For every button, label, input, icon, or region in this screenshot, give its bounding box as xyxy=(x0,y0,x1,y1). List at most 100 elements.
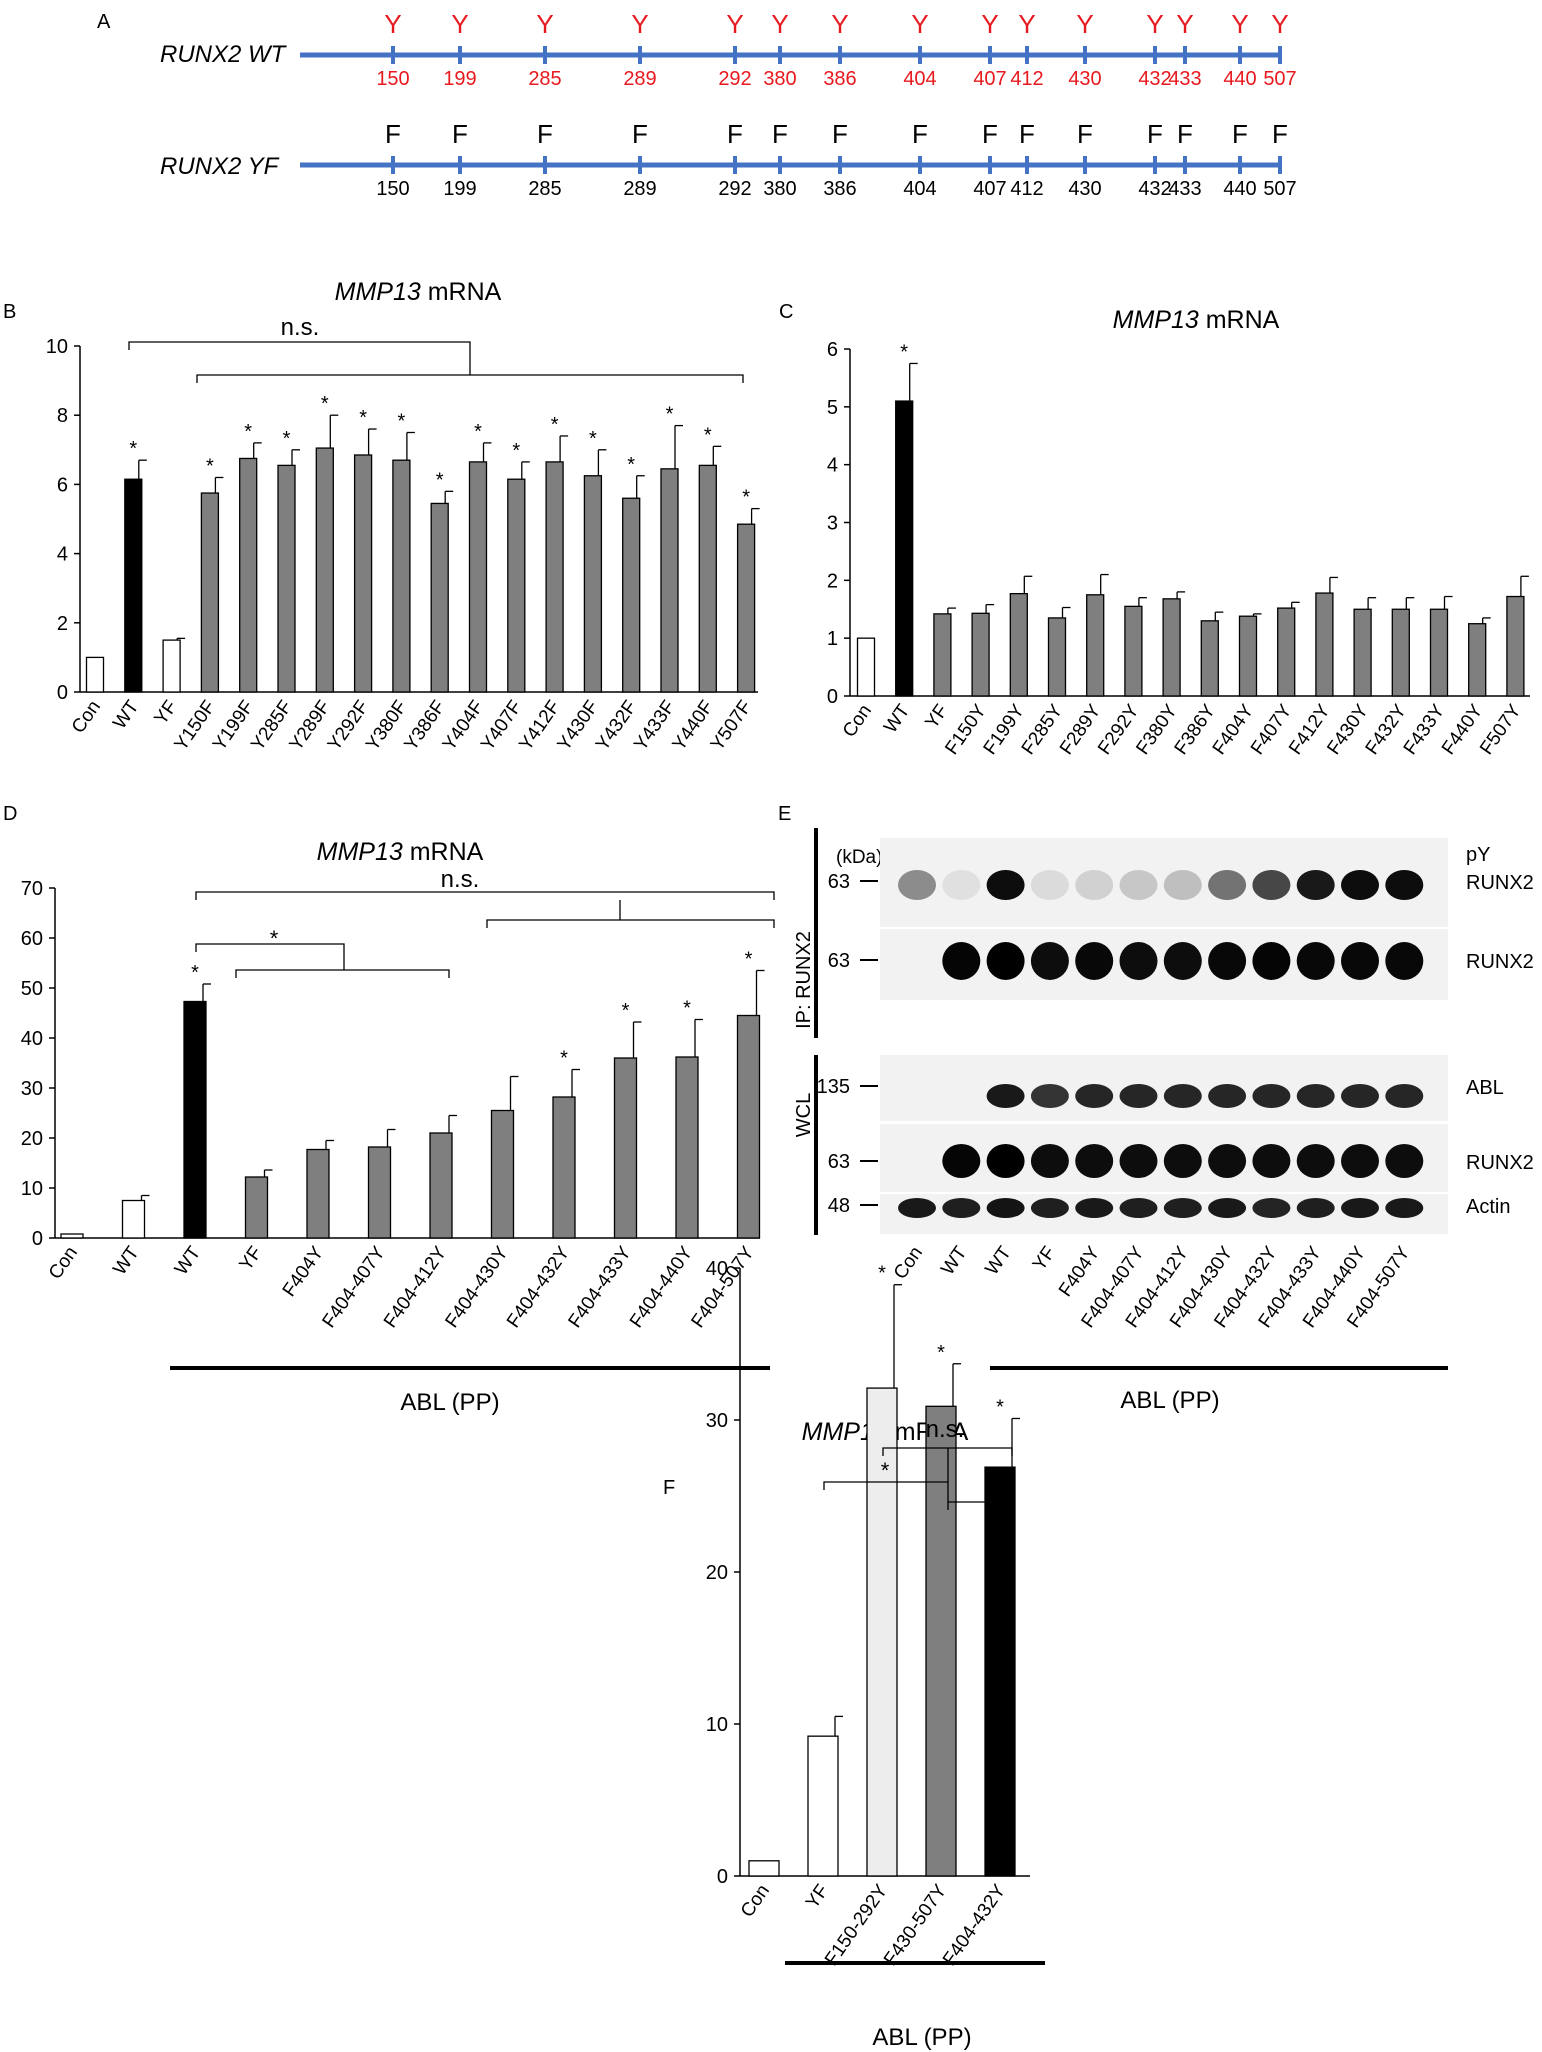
bar-y292f xyxy=(353,454,373,693)
bar-f289y xyxy=(1086,594,1105,697)
wt-residue-label: Y xyxy=(1271,9,1288,39)
wt-position-label: 407 xyxy=(973,68,1006,90)
significance-star: * xyxy=(129,438,137,460)
blot-band xyxy=(1385,870,1424,900)
ns-label: n.s. xyxy=(281,314,320,341)
wt-position-label: 150 xyxy=(376,68,409,90)
yf-position-label: 433 xyxy=(1168,178,1201,200)
blot-band xyxy=(1030,1084,1069,1108)
blot-band xyxy=(1163,942,1202,980)
blot-band xyxy=(1341,870,1379,900)
panel-letter-f: F xyxy=(663,1477,675,1499)
blot-band xyxy=(1030,1198,1069,1218)
bar-f404-407y xyxy=(367,1146,392,1239)
bar-f430y xyxy=(1353,608,1372,697)
bar-f407y xyxy=(1277,607,1296,697)
sig-bracket-upper xyxy=(823,1481,949,1490)
yf-residue-label: F xyxy=(1272,119,1288,149)
bar-f507y xyxy=(1506,595,1525,697)
blot-band xyxy=(1296,870,1335,900)
bar-con xyxy=(85,656,105,693)
blot-band xyxy=(1163,1198,1202,1218)
ns-bracket-right xyxy=(486,919,775,928)
wt-residue-label: Y xyxy=(726,9,743,39)
blot-band xyxy=(898,1198,936,1218)
significance-star: * xyxy=(560,1048,568,1070)
blot-label-line1: pY xyxy=(1466,844,1490,866)
wt-residue-label: Y xyxy=(981,9,998,39)
bar-f404-432y xyxy=(984,1466,1016,1877)
y-tick-label: 0 xyxy=(57,682,68,704)
kda-label: (kDa) xyxy=(836,847,882,868)
ns-bracket-outer xyxy=(195,891,775,900)
title-rest: mRNA xyxy=(1199,306,1280,334)
ns-bracket-lower xyxy=(196,374,744,383)
yf-construct-label: RUNX2 YF xyxy=(160,153,280,180)
blot-band xyxy=(942,870,981,900)
wt-residue-label: Y xyxy=(384,9,401,39)
yf-position-label: 430 xyxy=(1068,178,1101,200)
yf-residue-label: F xyxy=(982,119,998,149)
bar-y404f xyxy=(468,461,488,693)
category-label: Con xyxy=(68,697,105,738)
abl-label-e: ABL (PP) xyxy=(1120,1387,1219,1414)
category-label: Con xyxy=(737,1881,774,1922)
yf-residue-label: F xyxy=(632,119,648,149)
chart-d: D MMP13 mRNA 0 10 20 30 40 50 60 70 Con WT * WT YF F404… xyxy=(3,803,775,1416)
y-tick-label: 0 xyxy=(827,686,838,708)
category-label: F404-432Y xyxy=(503,1243,574,1332)
bar-con xyxy=(748,1860,780,1877)
panel-letter-c: C xyxy=(779,301,793,323)
ip-label: IP: RUNX2 xyxy=(793,931,815,1029)
bar-wt xyxy=(183,1000,207,1239)
wt-residue-label: Y xyxy=(831,9,848,39)
wt-residue-label: Y xyxy=(451,9,468,39)
yf-residue-label: F xyxy=(772,119,788,149)
blot-band xyxy=(1208,1198,1247,1218)
bar-y507f xyxy=(736,523,756,693)
sig-bracket-lower xyxy=(947,1501,1013,1510)
significance-star: * xyxy=(474,421,482,443)
y-tick-label: 8 xyxy=(57,405,68,427)
y-tick-label: 70 xyxy=(21,878,43,900)
blot-band xyxy=(1385,1144,1424,1178)
yf-position-label: 380 xyxy=(763,178,796,200)
sig-bracket-lower xyxy=(235,969,450,978)
blot-band xyxy=(1075,1144,1114,1178)
chart-title: MMP13 mRNA xyxy=(335,278,502,306)
bar-yf xyxy=(933,613,952,697)
bar-yf xyxy=(162,639,181,693)
y-tick-label: 60 xyxy=(21,928,43,950)
y-tick-label: 40 xyxy=(21,1028,43,1050)
category-label: YF xyxy=(921,701,952,733)
bar-f412y xyxy=(1315,592,1334,697)
significance-star: * xyxy=(996,1396,1004,1418)
yf-residue-label: F xyxy=(832,119,848,149)
panel-letter-b: B xyxy=(3,301,16,323)
blot-band xyxy=(1385,1084,1424,1108)
yf-residue-label: F xyxy=(385,119,401,149)
bar-f404y xyxy=(306,1148,330,1239)
bar-y285f xyxy=(277,464,296,693)
blot-band xyxy=(1296,1198,1335,1218)
bar-y412f xyxy=(545,461,564,693)
blot-band xyxy=(1296,1084,1335,1108)
wt-residue-label: Y xyxy=(1176,9,1193,39)
blot-label: Actin xyxy=(1466,1196,1510,1218)
wt-residue-label: Y xyxy=(1018,9,1035,39)
category-label: YF xyxy=(802,1881,833,1913)
yf-position-label: 292 xyxy=(718,178,751,200)
title-rest: mRNA xyxy=(421,278,502,306)
lane-label: WT xyxy=(982,1243,1016,1280)
blot-band xyxy=(1119,1198,1158,1218)
y-tick-label: 0 xyxy=(32,1228,43,1250)
bar-y150f xyxy=(200,492,220,693)
blot-band xyxy=(1208,870,1247,900)
blot-band xyxy=(1119,1144,1158,1178)
blot-band xyxy=(1208,1144,1247,1178)
bar-wt xyxy=(121,1199,146,1239)
blot-band xyxy=(1208,1084,1247,1108)
y-tick-label: 20 xyxy=(21,1128,43,1150)
yf-position-label: 285 xyxy=(528,178,561,200)
